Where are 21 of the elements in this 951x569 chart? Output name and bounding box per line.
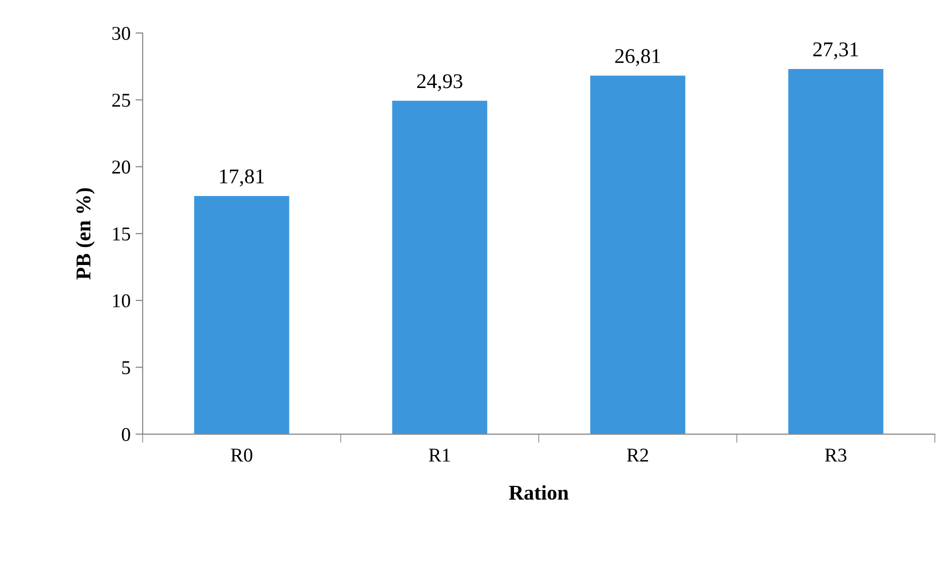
bar: [194, 196, 290, 434]
y-tick-label: 0: [122, 428, 130, 442]
y-tick-label: 25: [112, 94, 130, 107]
x-tick-label: R2: [626, 448, 648, 462]
data-label: 27,31: [813, 42, 858, 60]
y-tick-label: 30: [112, 26, 130, 40]
bar: [392, 100, 488, 434]
y-tick-label: 20: [112, 160, 130, 174]
bar: [590, 76, 686, 434]
y-tick-label: 5: [122, 361, 130, 374]
bar: [788, 68, 884, 434]
x-tick-label: R1: [428, 448, 450, 462]
y-tick-label: 10: [113, 294, 130, 308]
data-label: 26,81: [615, 49, 660, 66]
data-label: 17,81: [220, 169, 264, 186]
data-label: 24,93: [417, 74, 462, 92]
y-axis-title: PB (en %): [76, 188, 95, 280]
x-tick-label: R3: [825, 448, 846, 462]
y-tick-label: 15: [113, 227, 130, 241]
x-axis-title: Ration: [509, 485, 569, 500]
x-tick-label: R0: [230, 448, 252, 462]
